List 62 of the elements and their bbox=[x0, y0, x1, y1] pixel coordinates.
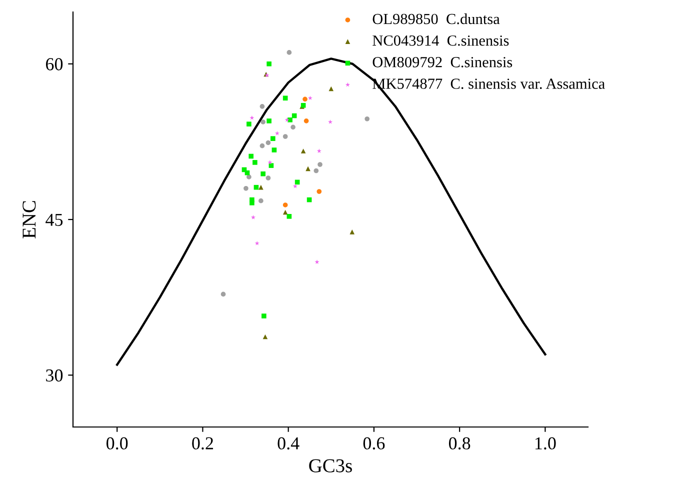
point bbox=[254, 240, 260, 246]
point bbox=[350, 230, 355, 234]
point bbox=[288, 117, 292, 122]
point bbox=[260, 120, 266, 124]
point bbox=[306, 166, 310, 172]
point bbox=[272, 148, 277, 152]
point bbox=[292, 184, 298, 188]
point bbox=[252, 160, 258, 165]
point bbox=[244, 186, 248, 191]
point bbox=[266, 140, 271, 146]
point bbox=[266, 118, 272, 124]
point bbox=[270, 136, 276, 141]
x-axis-title: GC3s bbox=[309, 459, 352, 472]
point bbox=[260, 171, 266, 176]
point bbox=[274, 130, 280, 136]
point bbox=[318, 162, 322, 167]
point bbox=[266, 61, 272, 66]
point bbox=[268, 160, 272, 164]
point bbox=[258, 198, 264, 204]
point bbox=[328, 86, 334, 92]
point bbox=[260, 143, 265, 148]
x-tick-label: 0.6 bbox=[363, 437, 385, 450]
x-tick-label: 1.0 bbox=[535, 437, 556, 450]
point bbox=[246, 122, 252, 126]
point bbox=[290, 124, 296, 130]
point bbox=[286, 214, 292, 219]
point bbox=[250, 115, 254, 120]
y-tick-label: 30 bbox=[46, 369, 63, 382]
point bbox=[294, 180, 300, 185]
point bbox=[282, 134, 288, 139]
point bbox=[246, 174, 252, 180]
point bbox=[282, 202, 288, 208]
point bbox=[286, 50, 292, 55]
point bbox=[314, 168, 319, 174]
point bbox=[284, 117, 290, 122]
point bbox=[316, 189, 322, 194]
point bbox=[300, 148, 306, 154]
x-tick-label: 0.4 bbox=[278, 437, 300, 450]
legend-label: OL989850 C.duntsa bbox=[372, 13, 500, 24]
x-tick-label: 0.2 bbox=[192, 437, 213, 450]
point bbox=[220, 292, 226, 297]
point bbox=[308, 96, 312, 100]
legend-label: OM809792 C.sinensis bbox=[372, 57, 512, 68]
point bbox=[364, 116, 370, 122]
point bbox=[282, 96, 288, 101]
legend-label: NC043914 C.sinensis bbox=[372, 35, 509, 46]
point bbox=[328, 120, 333, 124]
point bbox=[248, 154, 254, 159]
point bbox=[282, 210, 288, 215]
point bbox=[260, 104, 265, 109]
line-series bbox=[116, 58, 546, 366]
x-tick-label: 0.0 bbox=[106, 437, 128, 450]
y-tick-label: 60 bbox=[46, 58, 63, 70]
point bbox=[304, 118, 309, 124]
point bbox=[250, 215, 256, 220]
y-axis-title: ENC bbox=[22, 201, 36, 238]
point bbox=[250, 200, 254, 206]
x-tick-label: 0.8 bbox=[448, 437, 470, 450]
point bbox=[266, 176, 271, 180]
point bbox=[302, 96, 308, 102]
point bbox=[262, 314, 266, 318]
y-tick-label: 45 bbox=[46, 214, 63, 226]
